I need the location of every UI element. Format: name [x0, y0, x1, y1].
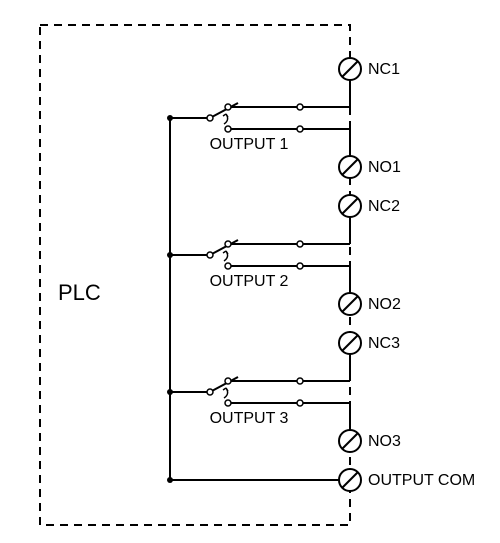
bus-node-1 [167, 115, 173, 121]
no-terminal-1 [339, 156, 361, 178]
output-label-3: OUTPUT 3 [210, 410, 289, 427]
output-label-2: OUTPUT 2 [210, 273, 289, 290]
com-terminal [339, 469, 361, 491]
nc-label-3: NC3 [368, 335, 400, 352]
no-label-3: NO3 [368, 433, 401, 450]
no-terminal-3 [339, 430, 361, 452]
plc-output-diagram: PLC OUTPUT 1 NC1 NO1 OUTPUT 2 NC2 NO2 OUTPUT 3 N… [0, 0, 500, 543]
bus-node-3 [167, 389, 173, 395]
relay-switch-2: OUTPUT 2 [170, 240, 350, 290]
plc-box [40, 25, 350, 525]
nc-terminal-1 [339, 58, 361, 80]
relay-switch-3: OUTPUT 3 [170, 377, 350, 427]
nc-label-1: NC1 [368, 61, 400, 78]
nc-terminal-3 [339, 332, 361, 354]
no-label-2: NO2 [368, 296, 401, 313]
nc-terminal-2 [339, 195, 361, 217]
bus-node-com [167, 477, 173, 483]
no-terminal-2 [339, 293, 361, 315]
nc-label-2: NC2 [368, 198, 400, 215]
relay-switch-1: OUTPUT 1 [170, 103, 350, 153]
no-label-1: NO1 [368, 159, 401, 176]
plc-label: PLC [58, 280, 101, 305]
output-label-1: OUTPUT 1 [210, 136, 289, 153]
com-label: OUTPUT COM [368, 472, 475, 489]
bus-node-2 [167, 252, 173, 258]
